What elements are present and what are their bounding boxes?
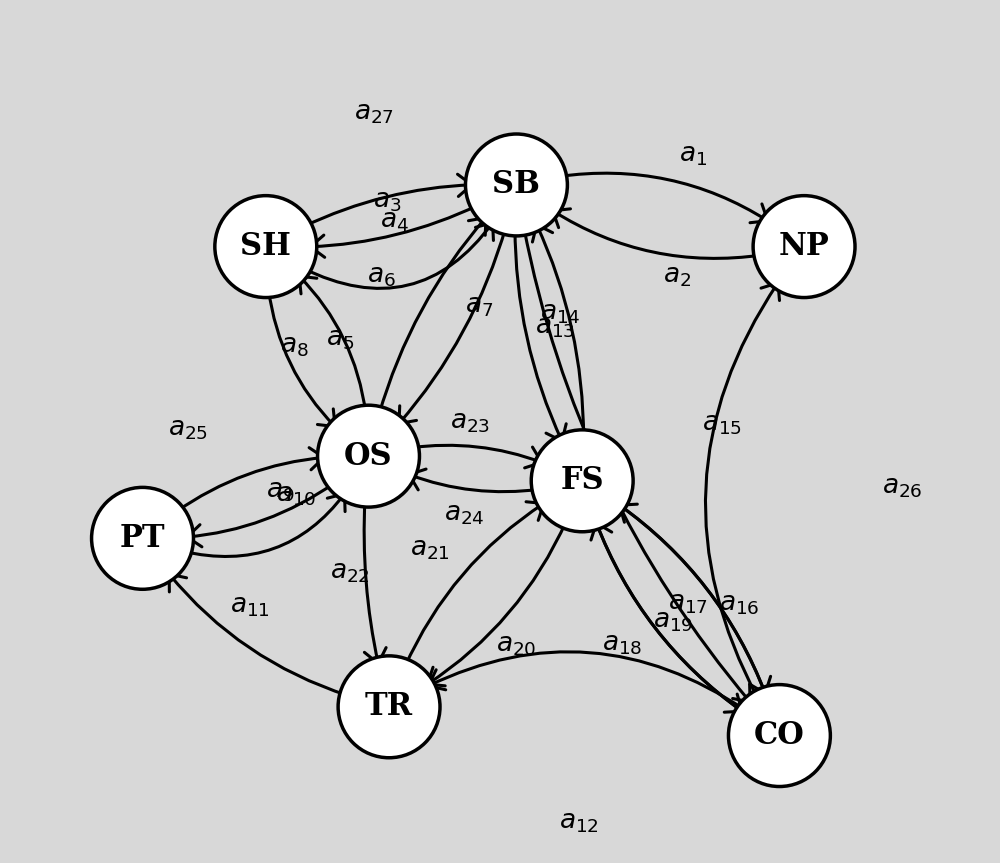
Text: $a_{15}$: $a_{15}$ [702,412,742,437]
Text: SB: SB [492,169,540,200]
Text: $a_{4}$: $a_{4}$ [380,209,409,234]
FancyArrowPatch shape [302,223,493,288]
Text: $a_{20}$: $a_{20}$ [496,633,537,658]
Circle shape [753,196,855,298]
FancyArrowPatch shape [310,205,479,257]
FancyArrowPatch shape [410,445,542,468]
Text: $a_{7}$: $a_{7}$ [465,294,493,319]
FancyArrowPatch shape [620,504,766,696]
Text: $a_{27}$: $a_{27}$ [354,102,394,127]
Circle shape [92,488,193,589]
Circle shape [728,684,830,786]
Text: $a_{24}$: $a_{24}$ [444,502,485,527]
FancyArrowPatch shape [515,227,566,441]
Text: $a_{11}$: $a_{11}$ [230,594,270,619]
FancyArrowPatch shape [379,217,486,415]
Text: $a_{19}$: $a_{19}$ [653,608,694,633]
Text: SH: SH [240,231,291,262]
Text: $a_{9}$: $a_{9}$ [266,479,294,504]
Text: $a_{13}$: $a_{13}$ [535,316,575,341]
Text: $a_{23}$: $a_{23}$ [450,410,490,435]
FancyArrowPatch shape [532,224,584,438]
Text: $a_{21}$: $a_{21}$ [410,538,450,563]
FancyArrowPatch shape [187,482,335,547]
FancyArrowPatch shape [427,520,567,686]
FancyArrowPatch shape [299,276,366,414]
Text: $a_{1}$: $a_{1}$ [679,142,707,167]
Text: $a_{16}$: $a_{16}$ [719,592,759,617]
Circle shape [531,430,633,532]
Text: $a_{5}$: $a_{5}$ [326,327,354,352]
Text: $a_{10}$: $a_{10}$ [276,482,317,507]
Text: $a_{8}$: $a_{8}$ [280,334,308,359]
FancyArrowPatch shape [596,520,742,712]
Circle shape [215,196,317,298]
Text: $a_{22}$: $a_{22}$ [330,560,370,585]
Text: NP: NP [779,231,829,262]
FancyArrowPatch shape [268,289,335,426]
Text: OS: OS [344,441,393,472]
FancyArrowPatch shape [558,173,768,223]
FancyArrowPatch shape [553,209,763,258]
Text: $a_{6}$: $a_{6}$ [367,264,395,289]
FancyArrowPatch shape [303,174,472,227]
FancyArrowPatch shape [183,494,345,557]
Text: $a_{2}$: $a_{2}$ [663,264,691,289]
Text: FS: FS [560,465,604,496]
FancyArrowPatch shape [364,498,386,664]
FancyArrowPatch shape [404,501,544,668]
Text: $a_{17}$: $a_{17}$ [668,591,708,616]
FancyArrowPatch shape [176,448,324,512]
Text: $a_{14}$: $a_{14}$ [540,300,580,325]
Text: $a_{26}$: $a_{26}$ [882,475,922,500]
Text: $a_{25}$: $a_{25}$ [168,418,208,443]
Text: PT: PT [120,523,165,554]
Text: $a_{3}$: $a_{3}$ [373,189,402,214]
FancyArrowPatch shape [399,226,506,424]
Circle shape [465,134,567,236]
Circle shape [318,406,419,507]
Text: $a_{12}$: $a_{12}$ [559,809,599,835]
FancyArrowPatch shape [169,574,348,696]
Text: CO: CO [754,720,805,751]
Circle shape [338,656,440,758]
FancyArrowPatch shape [524,226,750,702]
FancyArrowPatch shape [705,283,779,699]
Text: TR: TR [365,691,413,722]
FancyArrowPatch shape [409,469,541,492]
FancyArrowPatch shape [428,652,746,710]
FancyArrowPatch shape [591,523,744,713]
Text: $a_{18}$: $a_{18}$ [602,632,643,657]
FancyArrowPatch shape [618,504,771,693]
